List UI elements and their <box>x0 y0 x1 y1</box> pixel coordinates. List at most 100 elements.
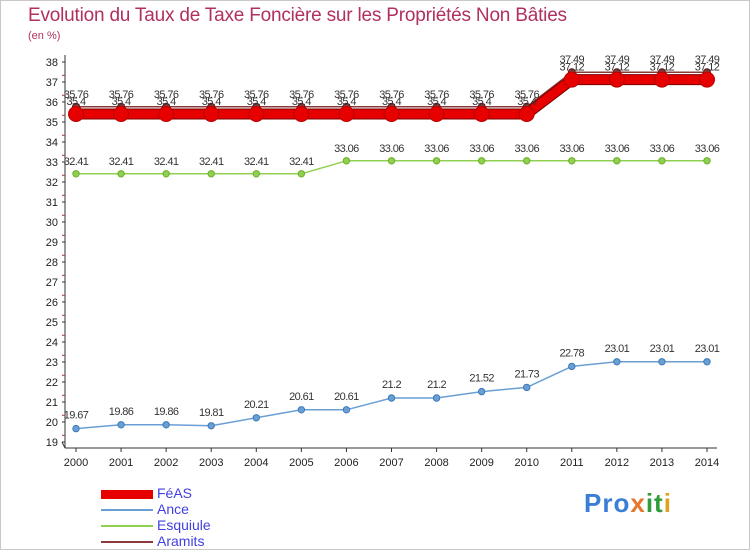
data-label-feas: 35.4 <box>66 96 85 108</box>
point-feas <box>518 106 535 122</box>
data-label-esquiule: 33.06 <box>334 143 359 155</box>
point-esquiule <box>477 157 486 165</box>
point-esquiule <box>658 157 666 165</box>
point-feas <box>68 106 84 122</box>
logo-part-i: i <box>663 488 672 518</box>
x-tick-label: 2011 <box>560 457 584 469</box>
point-ance <box>207 422 215 430</box>
y-tick-label: 29 <box>46 237 58 249</box>
point-esquiule <box>117 170 125 178</box>
point-feas <box>608 71 625 88</box>
data-label-feas: 35.4 <box>472 96 491 108</box>
point-esquiule <box>342 157 351 165</box>
point-esquiule <box>297 170 306 178</box>
legend-swatch <box>101 541 153 543</box>
data-label-esquiule: 33.06 <box>424 143 449 155</box>
data-label-aramits: 35.76 <box>109 89 134 101</box>
y-tick-label: 35 <box>46 117 58 129</box>
x-tick-label: 2004 <box>244 457 268 469</box>
data-label-ance: 21.73 <box>514 368 539 380</box>
data-label-ance: 20.21 <box>244 399 269 411</box>
point-ance <box>568 362 576 371</box>
proxiti-logo: Proxiti <box>584 488 672 519</box>
data-label-feas: 35.4 <box>202 96 221 108</box>
data-label-aramits: 35.76 <box>244 89 269 101</box>
point-esquiule <box>703 157 711 165</box>
data-label-feas: 35.4 <box>427 96 446 108</box>
y-tick-label: 23 <box>46 357 58 369</box>
data-label-aramits: 35.76 <box>199 89 224 101</box>
data-label-aramits: 35.76 <box>514 89 539 101</box>
x-tick-label: 2001 <box>109 457 133 469</box>
x-tick-label: 2005 <box>289 457 313 469</box>
x-tick-label: 2013 <box>650 457 674 469</box>
point-feas <box>248 106 265 122</box>
point-ance <box>477 387 486 396</box>
y-tick-label: 25 <box>46 317 58 329</box>
x-tick-label: 2012 <box>605 457 629 469</box>
point-esquiule <box>523 157 531 165</box>
data-label-esquiule: 33.06 <box>379 143 404 155</box>
legend-label: Esquiule <box>157 517 211 533</box>
point-feas <box>473 106 490 122</box>
point-ance <box>613 358 621 366</box>
y-tick-label: 33 <box>46 157 58 169</box>
data-label-ance: 23.01 <box>605 343 630 355</box>
data-label-aramits: 35.76 <box>379 89 404 101</box>
data-label-esquiule: 33.06 <box>695 143 720 155</box>
point-feas <box>203 106 220 122</box>
x-tick-label: 2006 <box>334 457 358 469</box>
point-ance <box>703 358 711 366</box>
chart-title: Evolution du Taux de Taxe Foncière sur l… <box>28 5 567 26</box>
point-feas <box>293 106 310 122</box>
point-esquiule <box>162 170 170 178</box>
data-label-ance: 19.67 <box>64 410 89 422</box>
point-ance <box>72 424 80 433</box>
y-tick-label: 22 <box>46 377 58 389</box>
axes: 19 20 21 22 23 24 25 26 27 28 29 30 31 32 33 34 35 36 37 38… <box>46 55 719 469</box>
data-label-esquiule: 33.06 <box>650 143 675 155</box>
y-tick-label: 21 <box>46 397 58 409</box>
logo-part-x: x <box>630 488 646 518</box>
data-label-feas: 35.4 <box>157 96 176 108</box>
point-ance <box>117 421 125 429</box>
point-feas <box>113 106 130 122</box>
data-label-aramits: 35.76 <box>469 89 494 101</box>
point-esquiule <box>613 157 621 165</box>
point-ance <box>162 421 170 429</box>
data-label-aramits: 37.49 <box>695 54 720 66</box>
y-tick-label: 20 <box>46 417 58 429</box>
data-label-feas: 37.12 <box>560 62 585 74</box>
logo-part-it: it <box>645 488 664 518</box>
data-label-feas: 37.12 <box>695 62 720 74</box>
y-tick-label: 30 <box>46 217 58 229</box>
data-label-ance: 19.86 <box>154 406 179 418</box>
data-label-esquiule: 32.41 <box>154 156 179 168</box>
point-esquiule <box>568 157 576 165</box>
logo-part-pro: Pro <box>584 488 631 518</box>
point-feas <box>563 71 580 88</box>
point-ance <box>523 383 531 392</box>
data-label-aramits: 37.49 <box>650 54 675 66</box>
point-feas <box>338 106 355 122</box>
data-label-aramits: 35.76 <box>424 89 449 101</box>
data-label-ance: 21.2 <box>427 379 446 391</box>
legend-swatch <box>101 525 153 527</box>
data-label-feas: 37.12 <box>605 62 630 74</box>
y-tick-label: 24 <box>46 337 58 349</box>
data-labels-layer: 35.76 35.76 35.76 35.76 35.76 35.76 35.76 35.76… <box>64 54 721 422</box>
legend-swatch <box>101 490 153 499</box>
point-ance <box>432 394 441 402</box>
x-tick-label: 2014 <box>695 457 719 469</box>
data-label-esquiule: 33.06 <box>605 143 630 155</box>
data-label-aramits: 37.49 <box>560 54 585 66</box>
point-esquiule <box>432 157 441 165</box>
x-tick-label: 2003 <box>199 457 223 469</box>
point-feas <box>699 71 715 88</box>
data-label-aramits: 35.76 <box>289 89 314 101</box>
point-esquiule <box>387 157 396 165</box>
data-label-esquiule: 33.06 <box>469 143 494 155</box>
x-tick-label: 2000 <box>64 457 88 469</box>
legend-label: Aramits <box>157 533 205 549</box>
